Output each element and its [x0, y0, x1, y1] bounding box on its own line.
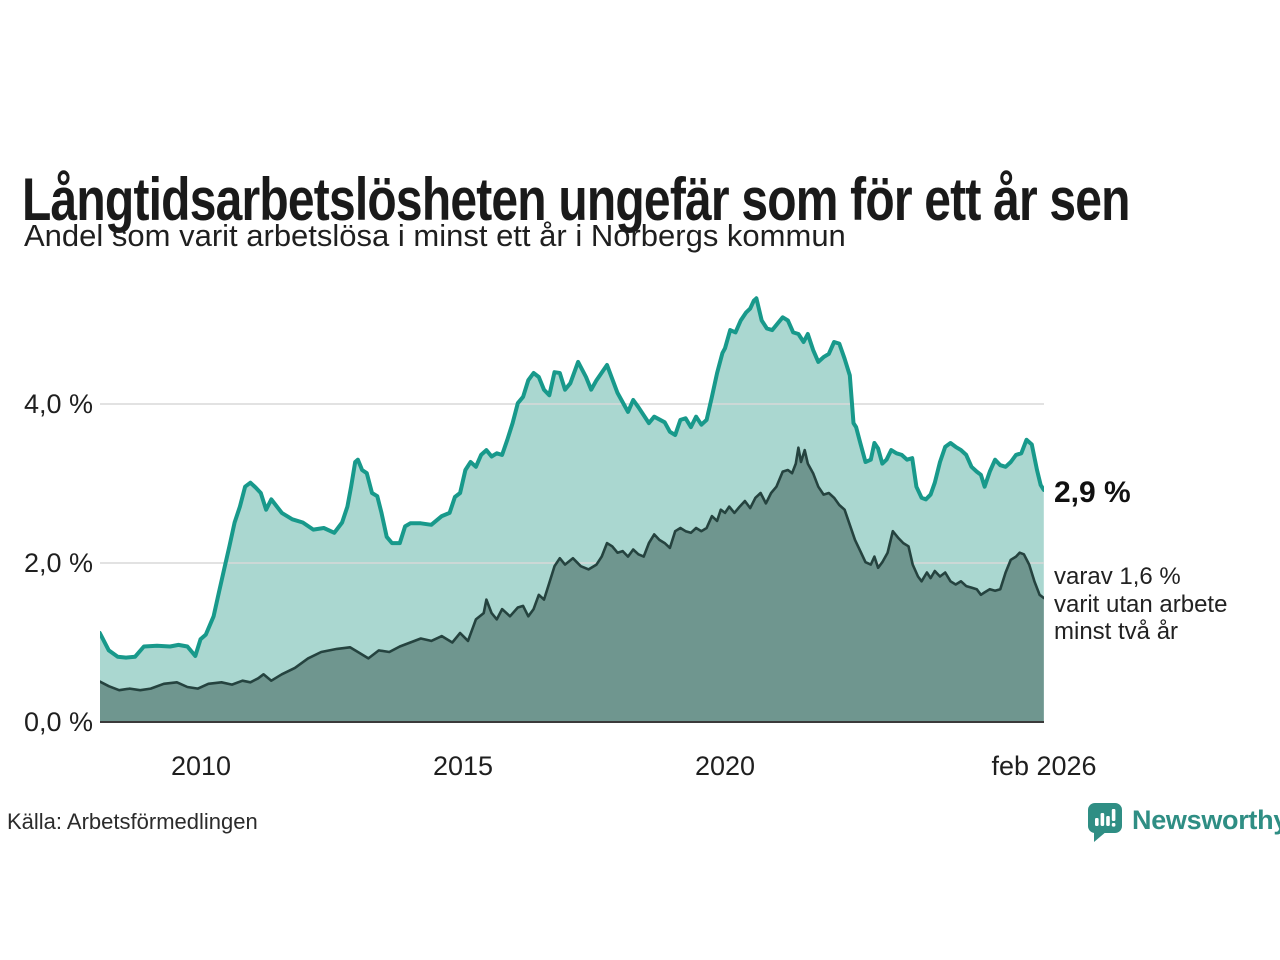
- latest-value-label: 2,9 %: [1054, 476, 1131, 509]
- newsworthy-wordmark: Newsworthy: [1132, 805, 1280, 835]
- area-chart: [100, 296, 1044, 723]
- y-tick-2: 2,0 %: [23, 548, 93, 578]
- x-tick-2010: 2010: [170, 751, 232, 781]
- breakdown-annotation: varav 1,6 % varit utan arbete minst två …: [1054, 563, 1227, 646]
- breakdown-line-3: minst två år: [1054, 618, 1179, 645]
- page-subtitle: Andel som varit arbetslösa i minst ett å…: [24, 218, 846, 253]
- y-tick-4: 4,0 %: [23, 389, 93, 419]
- line-minst-ett-ar: [100, 296, 1044, 660]
- line-minst-tva-ar: [100, 446, 1044, 692]
- area-minst-tva-ar: [100, 447, 1044, 722]
- breakdown-line-1: varav 1,6 %: [1054, 563, 1181, 590]
- page-title: Långtidsarbetslösheten ungefär som för e…: [22, 166, 1130, 234]
- breakdown-line-2: varit utan arbete: [1054, 590, 1228, 618]
- newsworthy-branding: Newsworthy: [1086, 801, 1280, 843]
- x-tick-2020: 2020: [694, 751, 756, 781]
- y-tick-0: 0,0 %: [23, 707, 93, 737]
- source-caption: Källa: Arbetsförmedlingen: [7, 809, 258, 834]
- x-tick-feb-2026: feb 2026: [991, 751, 1097, 781]
- newsworthy-logo-icon: [1088, 803, 1122, 842]
- x-tick-2015: 2015: [432, 751, 494, 781]
